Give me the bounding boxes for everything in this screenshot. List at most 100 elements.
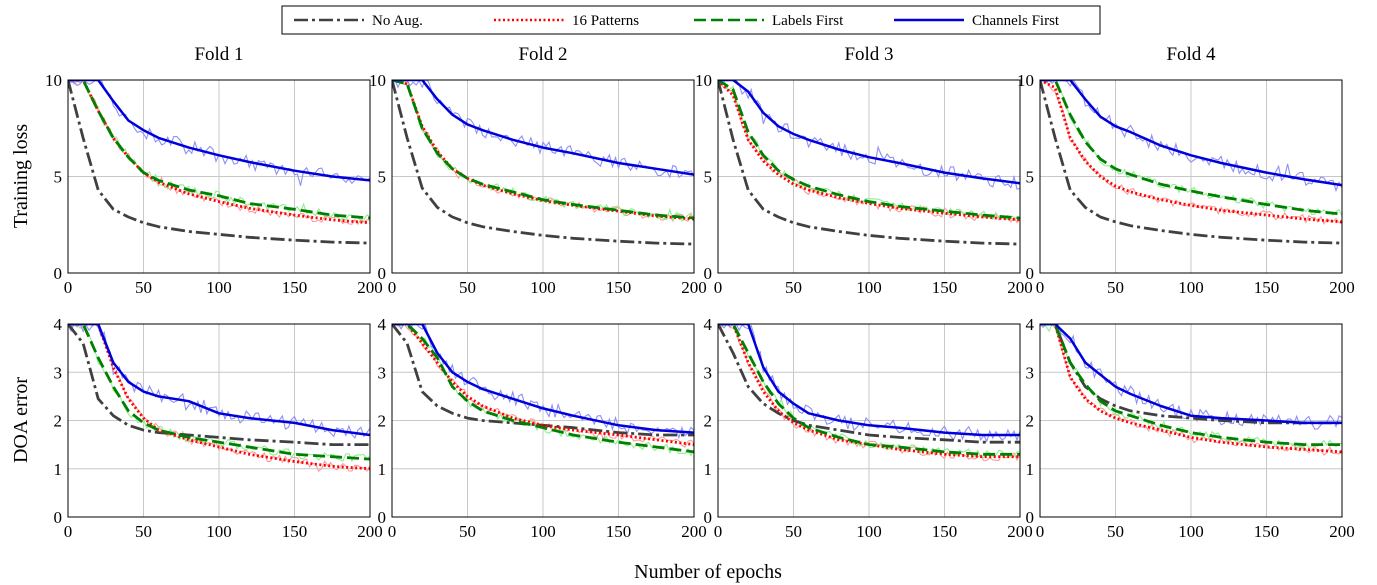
series-line-16-patterns [718,80,1020,222]
series-line-channels-first [1040,324,1342,425]
series-line-16-patterns [718,324,1020,459]
x-tick-label: 200 [681,278,707,297]
x-tick-label: 0 [714,278,723,297]
x-tick-label: 50 [459,522,476,541]
x-tick-label: 0 [1036,522,1045,541]
y-tick-label: 0 [704,508,713,527]
noisy-series-channels-first [1040,324,1342,430]
y-tick-label: 5 [378,168,387,187]
x-tick-label: 200 [357,278,383,297]
x-tick-label: 0 [388,278,397,297]
y-tick-label: 0 [1026,264,1035,283]
series-line-no-aug [68,80,370,245]
legend-label-labels-first: Labels First [772,13,844,29]
y-tick-label: 0 [704,264,713,283]
axes-frame [67,79,371,274]
y-tick-label: 5 [1026,168,1035,187]
series-line-16-patterns [392,324,694,446]
y-tick-label: 2 [704,412,713,431]
subplot-title: Fold 2 [518,44,567,65]
subplot-2: 0 50 100 150 200 0 5 10 Fold 2 [369,44,707,297]
series-line-labels-first [68,324,370,461]
y-tick-label: 0 [1026,508,1035,527]
y-tick-label: 10 [1017,71,1034,90]
x-tick-label: 0 [64,278,73,297]
legend: No Aug. 16 Patterns Labels First Channel… [281,5,1101,35]
x-tick-label: 150 [606,278,632,297]
y-tick-label: 3 [378,363,387,382]
subplot-title: Fold 3 [844,44,893,65]
x-tick-label: 200 [1007,522,1033,541]
series-line-no-aug [1040,80,1342,245]
series-group [68,80,370,245]
series-group [392,324,694,457]
series-group [1040,324,1342,456]
x-tick-label: 100 [1178,278,1204,297]
x-tick-label: 100 [856,522,882,541]
y-tick-label: 0 [54,264,63,283]
y-tick-label: 1 [54,460,63,479]
x-tick-label: 0 [64,522,73,541]
x-tick-label: 150 [1254,522,1280,541]
x-tick-label: 100 [206,278,232,297]
series-line-16-patterns [1040,80,1342,224]
x-tick-label: 150 [606,522,632,541]
x-tick-label: 50 [459,278,476,297]
axes-frame [1039,323,1343,518]
series-line-channels-first [68,80,370,182]
x-tick-label: 100 [1178,522,1204,541]
axes-frame [67,323,371,518]
series-group [718,324,1020,462]
series-line-no-aug [392,324,694,437]
y-tick-label: 2 [378,412,387,431]
ylabel-doa-error: DOA error [10,377,32,463]
series-line-channels-first [392,324,694,434]
x-tick-label: 200 [1007,278,1033,297]
series-line-16-patterns [68,324,370,471]
series-group [68,324,370,473]
x-tick-label: 50 [785,278,802,297]
series-line-labels-first [392,80,694,220]
y-tick-label: 2 [54,412,63,431]
series-line-labels-first [68,80,370,220]
subplot-4: 0 50 100 150 200 0 5 10 Fold 4 [1017,44,1355,297]
subplot-5: 0 50 100 150 200 0 1 2 3 4 [54,315,383,541]
y-tick-label: 0 [54,508,63,527]
noisy-series-16-patterns [718,324,1020,462]
series-line-labels-first [718,80,1020,220]
series-line-no-aug [68,324,370,447]
y-tick-label: 10 [45,71,62,90]
series-line-channels-first [718,324,1020,437]
series-line-16-patterns [1040,324,1342,454]
y-tick-label: 3 [1026,363,1035,382]
axes-frame [717,323,1021,518]
series-line-labels-first [392,324,694,454]
x-tick-label: 100 [856,278,882,297]
subplot-title: Fold 1 [194,44,243,65]
y-tick-label: 1 [1026,460,1035,479]
legend-label-channels-first: Channels First [972,13,1060,29]
subplot-title: Fold 4 [1166,44,1216,65]
y-tick-label: 1 [704,460,713,479]
noisy-series-labels-first [68,80,370,221]
subplot-8: 0 50 100 150 200 0 1 2 3 4 [1026,315,1355,541]
series-line-labels-first [1040,80,1342,216]
x-tick-label: 50 [1107,278,1124,297]
y-tick-label: 4 [54,315,63,334]
x-tick-label: 50 [1107,522,1124,541]
axes-frame [391,323,695,518]
x-tick-label: 150 [282,278,308,297]
y-tick-label: 4 [1026,315,1035,334]
series-line-no-aug [392,80,694,246]
x-tick-label: 200 [1329,522,1355,541]
y-tick-label: 10 [369,71,386,90]
series-line-no-aug [718,80,1020,246]
x-tick-label: 0 [1036,278,1045,297]
series-line-labels-first [1040,324,1342,447]
x-tick-label: 150 [932,522,958,541]
x-tick-label: 150 [932,278,958,297]
subplot-1: 0 50 100 150 200 0 5 10 Fold 1 [45,44,383,297]
x-tick-label: 150 [1254,278,1280,297]
